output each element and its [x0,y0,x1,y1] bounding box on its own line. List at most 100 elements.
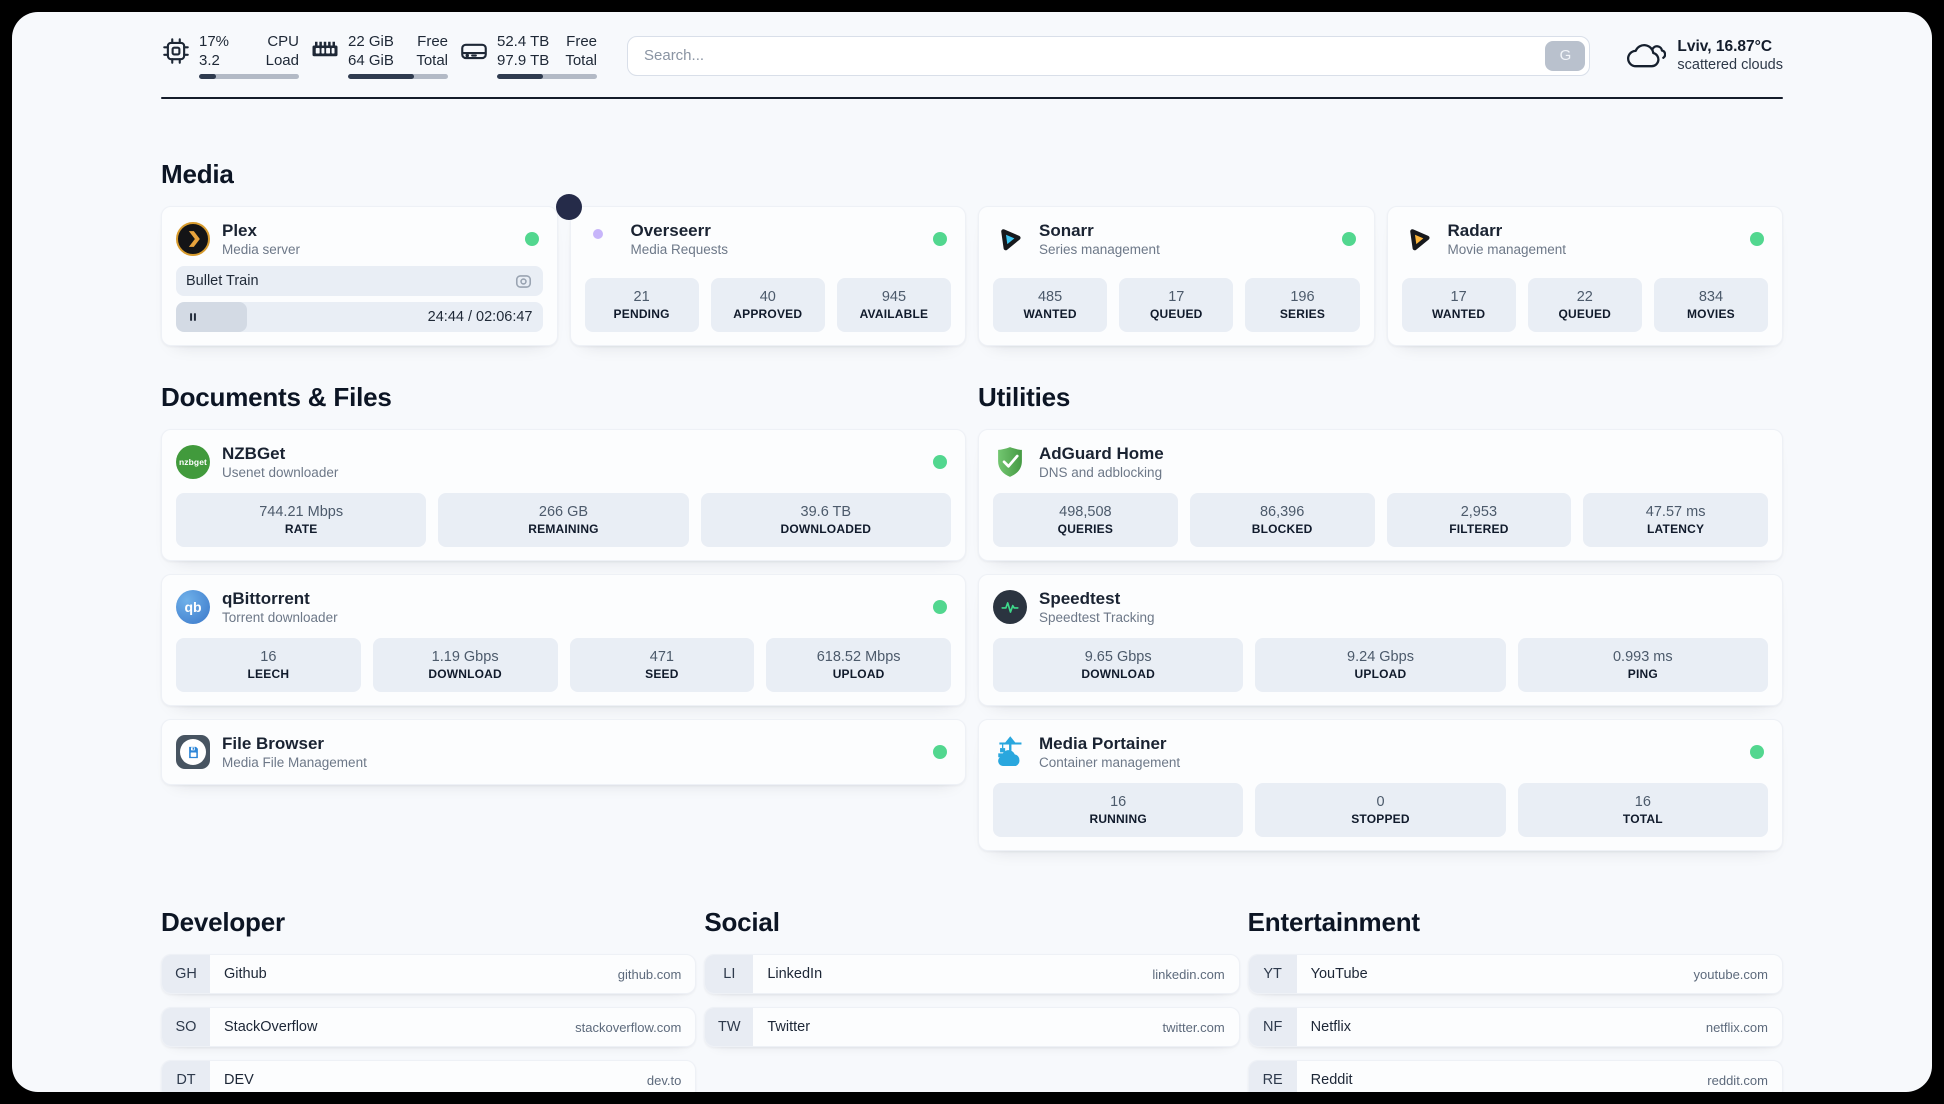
service-card-sonarr[interactable]: Sonarr Series management 485 WANTED 17 Q… [978,206,1375,346]
stat-value: 86,396 [1259,504,1305,520]
stat-box: 16 LEECH [176,638,361,692]
adguard-icon [993,445,1027,479]
qbittorrent-icon: qb [176,590,210,624]
service-card-overseerr[interactable]: Overseerr Media Requests 21 PENDING 40 A… [556,193,966,346]
bookmark-url: dev.to [646,1072,682,1088]
radarr-icon [1402,222,1436,256]
disk-free-label: Free [566,33,597,50]
status-dot-online [524,232,539,246]
cpu-usage-label: CPU [267,33,299,50]
bookmark-row-dev[interactable]: DT DEV dev.to [161,1060,697,1092]
service-card-filebrowser[interactable]: File Browser Media File Management [161,719,966,785]
section-title-social: Social [704,907,780,937]
stat-value: 16 [260,649,277,665]
service-card-speedtest[interactable]: Speedtest Speedtest Tracking 9.65 Gbps D… [978,574,1783,706]
service-description: Media File Management [222,755,367,770]
stat-value: 16 [1110,794,1127,810]
service-card-portainer[interactable]: Media Portainer Container management 16 … [978,719,1783,851]
bookmark-row-stackoverflow[interactable]: SO StackOverflow stackoverflow.com [161,1007,697,1047]
service-description: Media Requests [630,242,729,257]
service-card-nzbget[interactable]: nzbget NZBGet Usenet downloader 744.21 M… [161,429,966,561]
stat-value: 471 [649,649,674,665]
bookmark-row-youtube[interactable]: YT YouTube youtube.com [1247,954,1783,994]
bookmark-name: Reddit [1310,1072,1353,1088]
disk-progress-fill [497,74,543,79]
pause-icon [186,310,200,324]
stat-box: 618.52 Mbps UPLOAD [766,638,951,692]
service-card-adguard[interactable]: AdGuard Home DNS and adblocking 498,508 … [978,429,1783,561]
filebrowser-icon [176,735,210,769]
stat-box: 47.57 ms LATENCY [1583,493,1768,547]
stat-value: 39.6 TB [800,504,852,520]
section-title-developer: Developer [161,907,285,937]
service-name: qBittorrent [222,589,310,608]
stat-value: 0 [1376,794,1385,810]
bookmark-abbr: YT [1248,955,1297,993]
dashboard-page: 17% 3.2 CPU Load [12,12,1932,1092]
stat-box: 485 WANTED [993,278,1108,332]
stat-label: BLOCKED [1251,522,1313,536]
stat-label: LEECH [247,667,290,681]
cpu-load-value: 3.2 [199,52,220,69]
stat-box: 22 QUEUED [1527,278,1642,332]
service-description: Torrent downloader [222,610,338,625]
section-title-utilities: Utilities [978,382,1071,412]
memory-progress-fill [348,74,414,79]
stat-label: MOVIES [1686,307,1735,321]
stat-label: QUEUED [1149,307,1203,321]
stat-value: 40 [759,289,776,305]
resource-widgets: 17% 3.2 CPU Load [161,32,597,79]
service-card-plex[interactable]: Plex Media server Bullet Train [161,206,558,346]
status-dot-online [1750,745,1764,759]
stat-label: TOTAL [1622,812,1663,826]
status-dot-online [933,600,947,614]
service-card-qbittorrent[interactable]: qb qBittorrent Torrent downloader 16 LEE… [161,574,966,706]
search-input[interactable] [627,35,1591,76]
stat-value: 834 [1698,289,1724,305]
stat-value: 16 [1634,794,1651,810]
bookmark-url: stackoverflow.com [575,1019,682,1035]
service-name: Speedtest [1039,589,1121,608]
memory-icon [310,36,340,66]
memory-progress-bar [348,74,448,79]
developer-column: Developer GH Github github.com SO StackO… [161,907,697,1092]
bookmark-url: netflix.com [1705,1019,1768,1035]
bookmark-abbr: NF [1248,1008,1297,1046]
bookmark-row-reddit[interactable]: RE Reddit reddit.com [1247,1060,1783,1092]
disk-icon [459,36,489,66]
stat-value: 618.52 Mbps [816,649,901,665]
bookmark-abbr: SO [162,1008,210,1046]
status-dot-online [933,745,947,759]
bookmark-url: twitter.com [1162,1019,1225,1035]
bookmark-row-twitter[interactable]: TW Twitter twitter.com [704,1007,1240,1047]
cpu-load-label: Load [265,52,299,69]
playback-time: 24:44 / 02:06:47 [427,309,533,325]
bookmark-row-github[interactable]: GH Github github.com [161,954,697,994]
stat-value: 2,953 [1460,504,1498,520]
stat-label: QUERIES [1057,522,1114,536]
bookmark-abbr: GH [162,955,210,993]
weather-location-temp: Lviv, 16.87°C [1677,37,1773,55]
bookmark-name: Twitter [767,1019,811,1035]
status-dot-online [933,232,947,246]
bookmark-name: YouTube [1310,966,1368,982]
search-bar: G [627,35,1591,76]
status-dot-online [1341,232,1356,246]
entertainment-column: Entertainment YT YouTube youtube.com NF … [1247,907,1783,1092]
service-description: Usenet downloader [222,465,339,480]
weather-condition: scattered clouds [1677,56,1783,73]
search-provider-button[interactable]: G [1545,40,1586,71]
stat-label: RATE [284,522,318,536]
bookmark-row-linkedin[interactable]: LI LinkedIn linkedin.com [704,954,1240,994]
stat-value: 21 [633,289,650,305]
service-name: File Browser [222,734,325,753]
section-title-entertainment: Entertainment [1247,907,1420,937]
bookmark-row-netflix[interactable]: NF Netflix netflix.com [1247,1007,1783,1047]
service-card-radarr[interactable]: Radarr Movie management 17 WANTED 22 QUE… [1386,206,1783,346]
stat-label: LATENCY [1647,522,1705,536]
stat-box: 2,953 FILTERED [1386,493,1572,547]
playback-progress-fill [176,302,248,332]
stat-value: 17 [1168,289,1185,305]
stat-box: 196 SERIES [1245,278,1360,332]
